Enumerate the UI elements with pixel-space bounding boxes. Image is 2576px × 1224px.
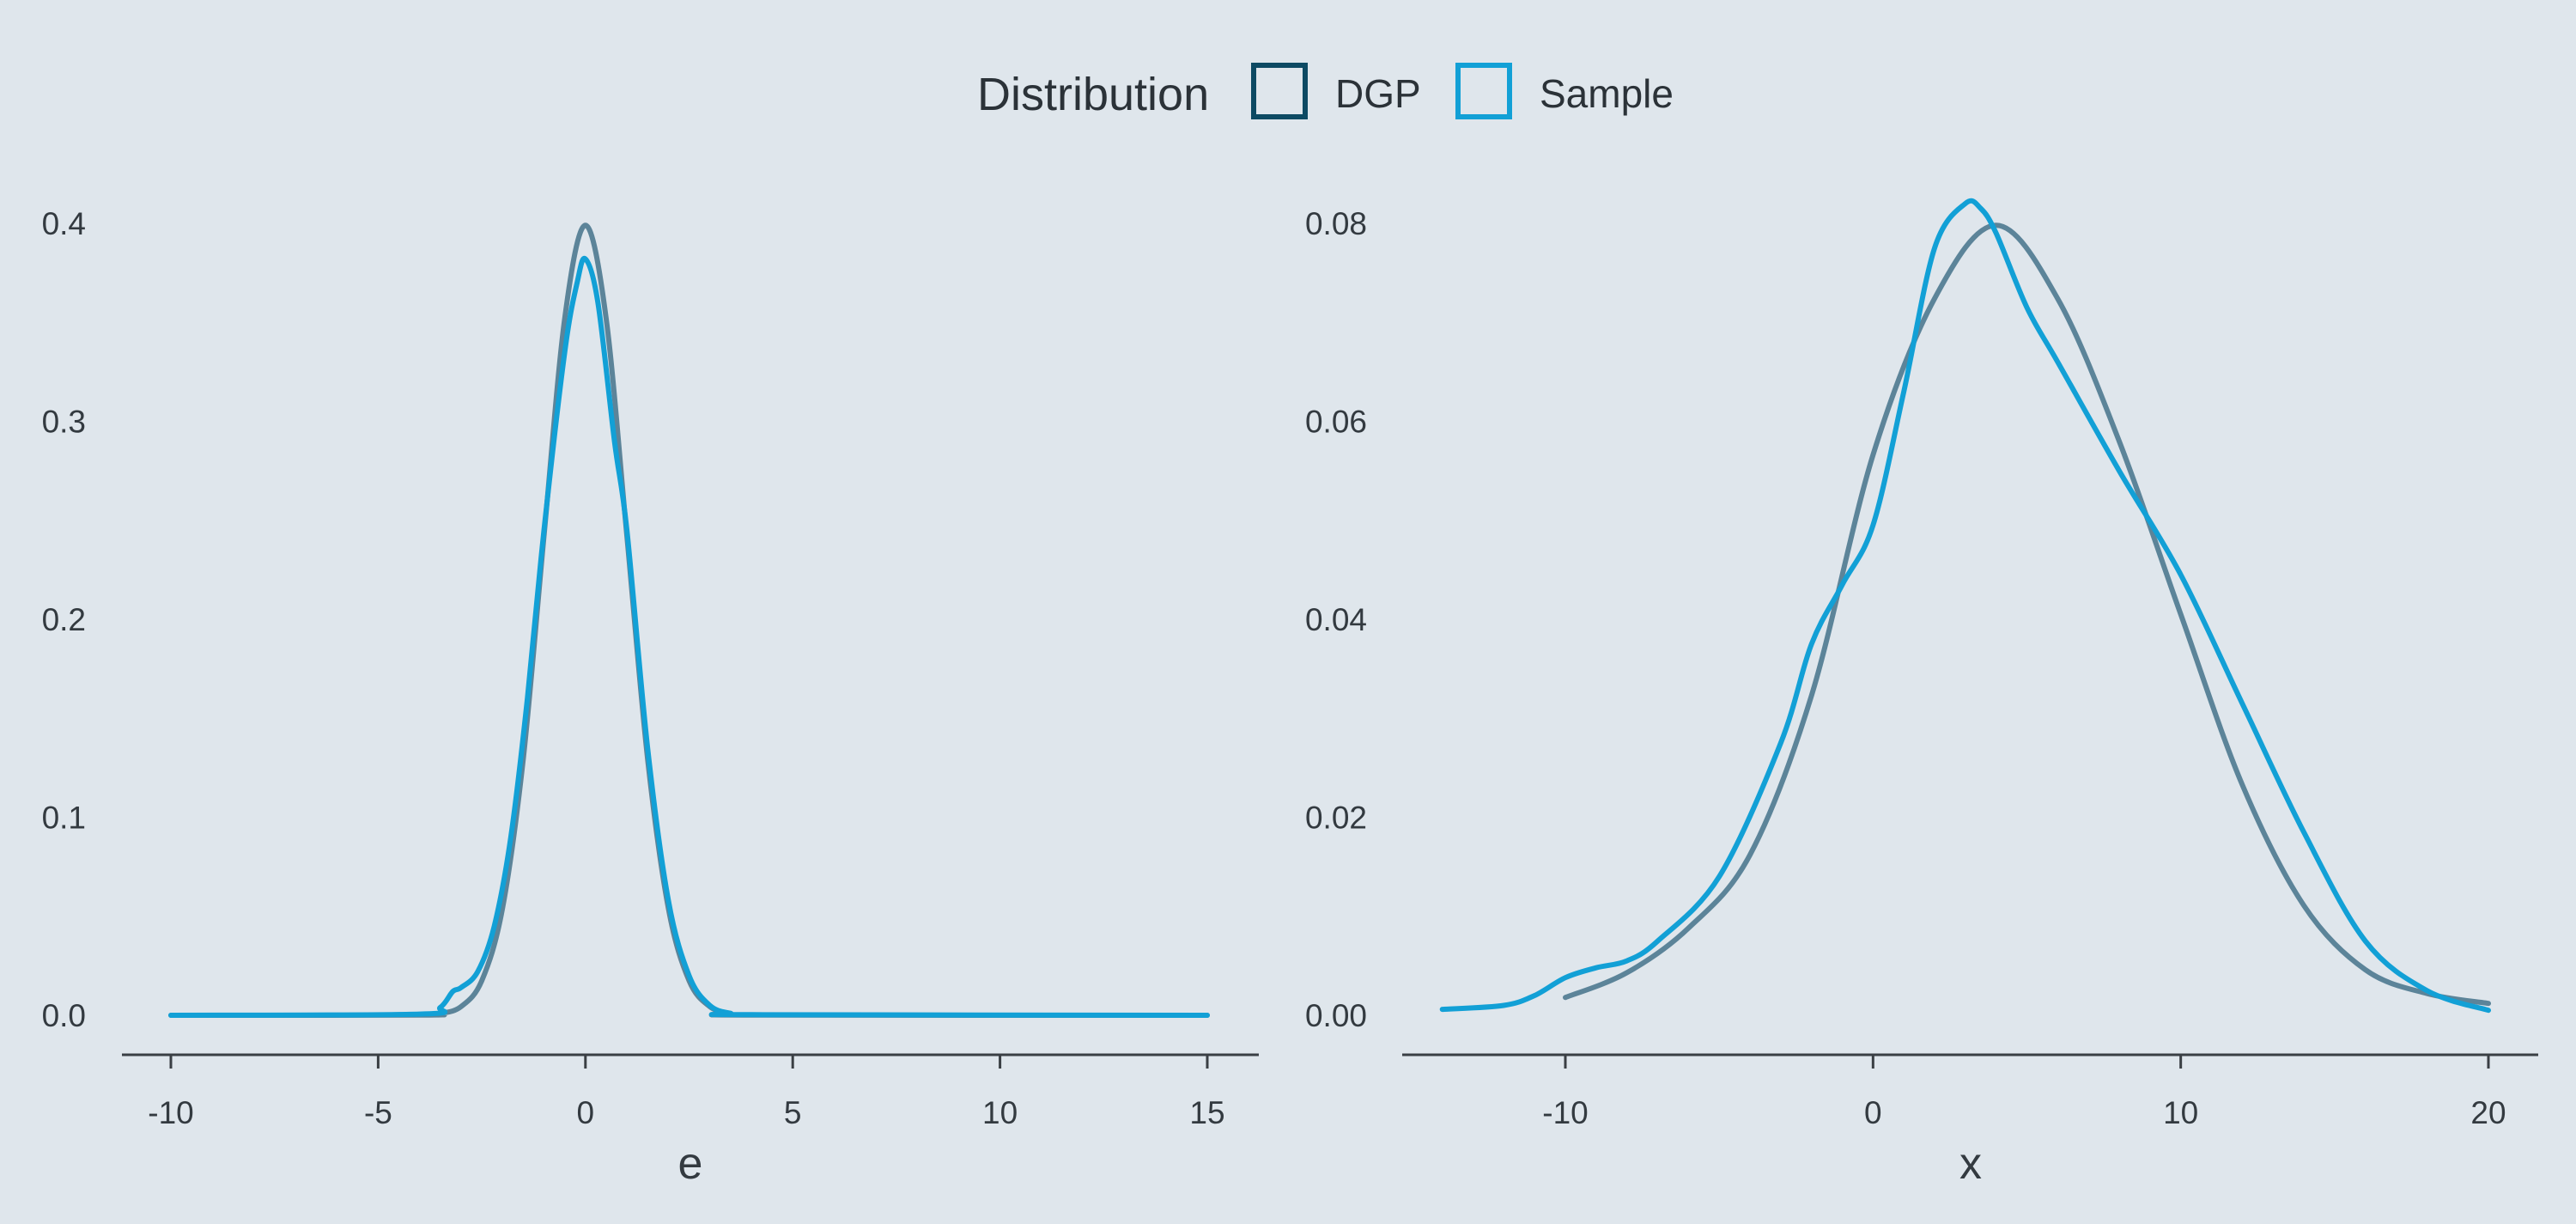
right-x-axis-title: x	[1959, 1139, 1982, 1189]
right-y-tick-label: 0.02	[1305, 801, 1367, 836]
left-x-tick-label: -5	[364, 1095, 392, 1130]
legend-title: Distribution	[977, 69, 1209, 120]
left-sample-curve	[168, 255, 1210, 1018]
legend-swatch-dgp	[1251, 63, 1308, 119]
right-x-tick-label: 20	[2470, 1095, 2506, 1130]
left-x-tick-label: 15	[1189, 1095, 1224, 1130]
left-y-tick-label: 0.0	[42, 998, 86, 1033]
right-y-ticks: 0.00 0.02 0.04 0.06 0.08	[1305, 206, 1367, 1033]
left-x-tick-label: 0	[577, 1095, 595, 1130]
left-x-ticks: -10 -5 0 5 10 15	[148, 1055, 1225, 1130]
left-y-tick-label: 0.3	[42, 405, 86, 440]
left-x-tick-label: -10	[148, 1095, 193, 1130]
left-x-tick-label: 10	[982, 1095, 1018, 1130]
legend: Distribution DGP Sample	[977, 63, 1674, 120]
right-y-tick-label: 0.00	[1305, 998, 1367, 1033]
right-y-tick-label: 0.04	[1305, 602, 1367, 637]
right-x-tick-label: 10	[2163, 1095, 2198, 1130]
right-density-panel: -10 0 10 20 0.00 0.02 0.04 0.06 0.08 x	[1305, 198, 2538, 1189]
left-y-tick-label: 0.2	[42, 602, 86, 637]
right-sample-curve	[1439, 198, 2491, 1014]
right-dgp-curve	[1563, 222, 2491, 1007]
left-y-ticks: 0.0 0.1 0.2 0.3 0.4	[42, 206, 86, 1033]
legend-label-dgp: DGP	[1335, 71, 1421, 116]
left-y-tick-label: 0.4	[42, 206, 86, 241]
right-y-tick-label: 0.06	[1305, 405, 1367, 440]
left-dgp-curve	[168, 222, 1210, 1019]
left-density-panel: -10 -5 0 5 10 15 0.0 0.1 0.2 0.3 0.4 e	[42, 206, 1259, 1189]
right-x-tick-label: -10	[1542, 1095, 1588, 1130]
legend-label-sample: Sample	[1540, 71, 1674, 116]
right-x-tick-label: 0	[1864, 1095, 1882, 1130]
right-x-ticks: -10 0 10 20	[1542, 1055, 2506, 1130]
legend-swatch-sample	[1455, 63, 1512, 119]
left-x-tick-label: 5	[784, 1095, 802, 1130]
left-y-tick-label: 0.1	[42, 801, 86, 836]
right-y-tick-label: 0.08	[1305, 206, 1367, 241]
left-x-axis-title: e	[678, 1139, 703, 1189]
